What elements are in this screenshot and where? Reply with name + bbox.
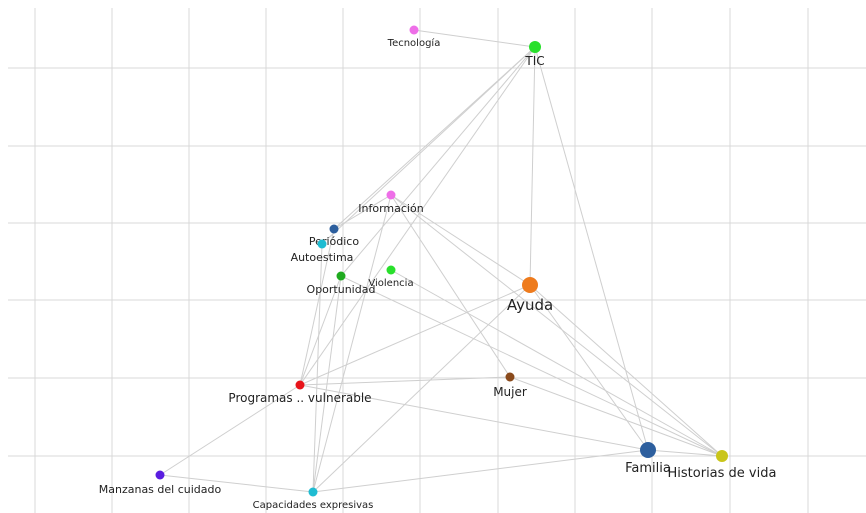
node-marker-tecnologia[interactable] — [409, 25, 419, 35]
node-marker-ayuda[interactable] — [522, 277, 538, 293]
edge-tic-familia — [534, 46, 649, 451]
node-marker-mujer[interactable] — [505, 372, 515, 382]
node-label-periodico: Periódico — [309, 235, 359, 248]
node-historias[interactable]: Historias de vida — [668, 450, 777, 481]
edge-oportunidad-programas — [299, 275, 342, 386]
edge-familia-historias — [647, 449, 723, 457]
node-label-historias: Historias de vida — [668, 466, 777, 481]
node-violencia[interactable]: Violencia — [368, 265, 414, 290]
node-autoestima[interactable]: Autoestima — [291, 239, 354, 265]
node-tic[interactable]: TIC — [524, 41, 545, 68]
node-label-tecnologia: Tecnología — [387, 37, 441, 49]
node-capacidades[interactable]: Capacidades expresivas — [253, 487, 374, 512]
edge-ayuda-familia — [529, 284, 649, 451]
node-label-familia: Familia — [625, 461, 671, 476]
background-grid — [8, 8, 866, 513]
edge-tecnologia-tic — [413, 29, 536, 48]
edge-tic-ayuda — [529, 46, 536, 286]
edge-informacion-periodico — [333, 194, 392, 230]
node-oportunidad[interactable]: Oportunidad — [307, 271, 376, 297]
node-label-oportunidad: Oportunidad — [307, 283, 376, 296]
node-ayuda[interactable]: Ayuda — [507, 277, 553, 314]
node-informacion[interactable]: Información — [358, 190, 424, 216]
node-tecnologia[interactable]: Tecnología — [387, 25, 441, 50]
node-marker-capacidades[interactable] — [308, 487, 318, 497]
edge-autoestima-capacidades — [312, 243, 323, 493]
node-manzanas[interactable]: Manzanas del cuidado — [99, 470, 222, 497]
edge-ayuda-capacidades — [312, 284, 531, 493]
edge-informacion-ayuda — [390, 194, 531, 286]
node-marker-oportunidad[interactable] — [336, 271, 346, 281]
edge-ayuda-historias — [529, 284, 723, 457]
node-label-violencia: Violencia — [368, 278, 413, 289]
edge-tic-oportunidad — [340, 46, 536, 277]
edge-informacion-capacidades — [312, 194, 392, 493]
node-marker-manzanas[interactable] — [155, 470, 165, 480]
node-marker-informacion[interactable] — [386, 190, 396, 200]
edge-periodico-programas — [299, 228, 335, 386]
edge-programas-mujer — [299, 376, 511, 386]
edge-programas-familia — [299, 384, 649, 451]
edge-oportunidad-historias — [340, 275, 723, 457]
node-label-mujer: Mujer — [493, 385, 527, 399]
edge-ayuda-programas — [299, 284, 531, 386]
node-label-programas: Programas .. vulnerable — [228, 391, 371, 405]
edge-informacion-historias — [390, 194, 723, 457]
node-marker-programas[interactable] — [295, 380, 305, 390]
node-mujer[interactable]: Mujer — [493, 372, 527, 400]
node-periodico[interactable]: Periódico — [309, 224, 359, 249]
node-label-capacidades: Capacidades expresivas — [253, 500, 374, 511]
node-label-autoestima: Autoestima — [291, 251, 354, 264]
node-label-informacion: Información — [358, 202, 423, 215]
node-marker-tic[interactable] — [529, 41, 541, 53]
node-marker-autoestima[interactable] — [317, 239, 327, 249]
edge-manzanas-capacidades — [159, 474, 314, 493]
edge-mujer-historias — [509, 376, 723, 457]
node-marker-familia[interactable] — [640, 442, 656, 458]
node-marker-historias[interactable] — [716, 450, 728, 462]
node-programas[interactable]: Programas .. vulnerable — [228, 380, 372, 406]
graph-nodes: Tecnología TIC Información Periódico Autoest… — [99, 25, 777, 512]
edge-programas-manzanas — [159, 384, 301, 476]
node-label-manzanas: Manzanas del cuidado — [99, 483, 222, 496]
edge-violencia-historias — [390, 269, 723, 457]
graph-edges — [159, 29, 723, 493]
edge-familia-capacidades — [312, 449, 649, 493]
node-marker-violencia[interactable] — [386, 265, 396, 275]
node-label-tic: TIC — [524, 54, 544, 68]
node-familia[interactable]: Familia — [625, 442, 671, 476]
node-marker-periodico[interactable] — [329, 224, 339, 234]
node-label-ayuda: Ayuda — [507, 296, 553, 314]
edge-tic-autoestima — [321, 46, 536, 245]
